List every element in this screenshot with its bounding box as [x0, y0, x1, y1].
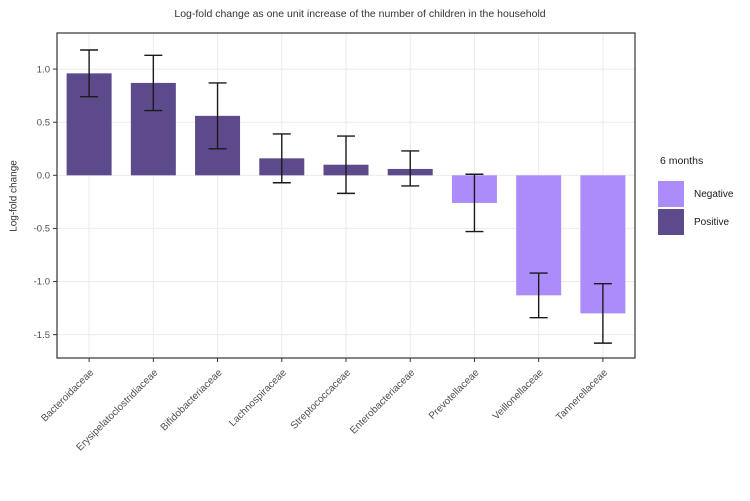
x-tick-label: Veillonellaceae — [491, 367, 546, 422]
x-tick-label: Enterobacteriaceae — [348, 367, 417, 436]
y-tick-label: 1.0 — [37, 64, 50, 75]
x-tick-label: Streptococcaceae — [289, 367, 354, 432]
x-tick-label: Tannerellaceae — [554, 367, 610, 423]
x-tick-label: Prevotellaceae — [427, 367, 482, 422]
x-tick-label: Bacteroidaceae — [39, 367, 96, 424]
y-axis-title: Log-fold change — [8, 160, 20, 232]
legend: 6 months Negative Positive — [658, 155, 733, 237]
legend-swatch-positive-icon — [658, 209, 684, 235]
y-tick-label: -1.5 — [34, 330, 50, 341]
x-tick-label: Lachnospiraceae — [227, 367, 289, 429]
y-tick-label: -1.0 — [34, 277, 50, 288]
legend-label-positive: Positive — [694, 216, 730, 228]
legend-item-positive: Positive — [658, 209, 733, 235]
x-tick-label: Bifidobacteriaceae — [159, 367, 225, 433]
y-tick-label: 0.5 — [37, 117, 50, 128]
legend-title: 6 months — [660, 155, 704, 167]
y-tick-label: -0.5 — [34, 224, 50, 235]
legend-swatch-negative-icon — [658, 181, 684, 207]
legend-label-negative: Negative — [694, 188, 734, 200]
chart-title: Log-fold change as one unit increase of … — [174, 8, 546, 20]
y-tick-label: 0.0 — [37, 171, 50, 182]
legend-item-negative: Negative — [658, 181, 733, 207]
